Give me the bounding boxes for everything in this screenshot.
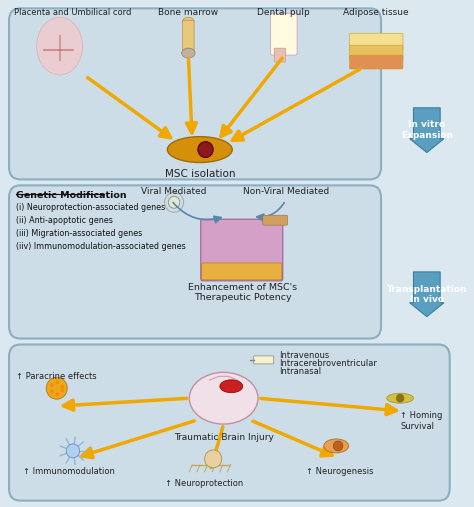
FancyBboxPatch shape (182, 20, 194, 54)
Ellipse shape (182, 17, 194, 25)
Ellipse shape (189, 372, 258, 424)
FancyArrow shape (410, 272, 444, 317)
FancyBboxPatch shape (263, 215, 288, 225)
Text: Enhancement of MSC's
Therapeutic Potency: Enhancement of MSC's Therapeutic Potency (188, 283, 297, 302)
Text: (i) Neuroprotection-associated genes: (i) Neuroprotection-associated genes (16, 203, 165, 212)
Ellipse shape (36, 17, 82, 75)
FancyBboxPatch shape (349, 45, 403, 61)
Ellipse shape (182, 48, 195, 58)
FancyBboxPatch shape (274, 48, 286, 62)
Text: Transplantation
In vivo: Transplantation In vivo (387, 284, 467, 304)
Circle shape (396, 394, 404, 402)
Text: ↑ Immunomodulation: ↑ Immunomodulation (23, 467, 115, 476)
Text: Bone marrow: Bone marrow (158, 8, 219, 17)
FancyBboxPatch shape (270, 13, 297, 55)
Circle shape (55, 392, 59, 396)
Ellipse shape (324, 439, 348, 453)
Ellipse shape (198, 141, 213, 158)
FancyArrow shape (410, 108, 444, 153)
FancyBboxPatch shape (9, 8, 381, 179)
Circle shape (60, 384, 64, 388)
FancyBboxPatch shape (349, 55, 403, 69)
Text: Placenta and Umbilical cord: Placenta and Umbilical cord (14, 8, 132, 17)
FancyBboxPatch shape (349, 33, 403, 51)
Text: ↑ Paracrine effects: ↑ Paracrine effects (17, 372, 97, 381)
FancyBboxPatch shape (9, 344, 450, 500)
Circle shape (205, 450, 222, 468)
Circle shape (333, 441, 343, 451)
FancyBboxPatch shape (254, 356, 273, 364)
Circle shape (60, 388, 64, 392)
Text: Intravenous: Intravenous (279, 351, 329, 360)
Text: (iii) Migration-associated genes: (iii) Migration-associated genes (16, 229, 142, 238)
Circle shape (55, 380, 59, 384)
Text: Intranasal: Intranasal (279, 368, 321, 376)
Text: In vitro
Expansion: In vitro Expansion (401, 121, 453, 140)
Circle shape (168, 196, 180, 208)
Text: (ii) Anti-apoptotic genes: (ii) Anti-apoptotic genes (16, 216, 113, 225)
Text: (iiv) Immunomodulation-associated genes: (iiv) Immunomodulation-associated genes (16, 242, 185, 251)
Ellipse shape (167, 137, 232, 163)
Text: Traumatic Brain Injury: Traumatic Brain Injury (173, 433, 273, 442)
Text: Adipose tissue: Adipose tissue (344, 8, 409, 17)
Text: Viral Mediated: Viral Mediated (141, 188, 207, 196)
Text: Non-Viral Mediated: Non-Viral Mediated (243, 188, 329, 196)
Ellipse shape (220, 380, 243, 393)
FancyBboxPatch shape (9, 186, 381, 339)
Text: Dental pulp: Dental pulp (257, 8, 310, 17)
Circle shape (66, 444, 80, 458)
Text: Genetic Modification: Genetic Modification (16, 191, 127, 200)
Text: Intracerebroventricular: Intracerebroventricular (279, 359, 377, 369)
Text: ↑ Neuroprotection: ↑ Neuroprotection (165, 479, 244, 488)
Text: MSC isolation: MSC isolation (164, 169, 235, 179)
Ellipse shape (387, 393, 413, 403)
FancyBboxPatch shape (202, 263, 282, 280)
Text: ↑ Homing
Survival: ↑ Homing Survival (400, 411, 443, 431)
Circle shape (50, 383, 54, 387)
FancyBboxPatch shape (201, 219, 283, 281)
Text: ↑ Neurogenesis: ↑ Neurogenesis (306, 467, 374, 476)
Circle shape (50, 389, 54, 393)
Circle shape (46, 377, 67, 399)
